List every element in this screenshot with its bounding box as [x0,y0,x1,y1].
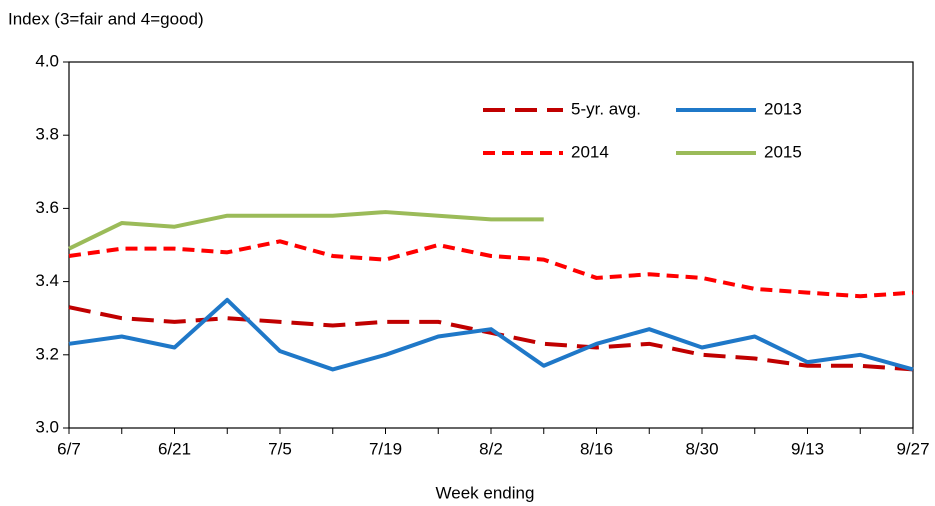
y-tick-label: 3.0 [35,417,59,436]
y-tick-label: 3.6 [35,198,59,217]
line-series [68,210,544,251]
y-tick-label: 3.2 [35,344,59,363]
x-tick-label: 8/30 [685,439,718,458]
legend-label: 5-yr. avg. [571,99,641,118]
x-tick-label: 6/7 [57,439,81,458]
legend-label: 2015 [764,142,802,161]
line-series [68,297,914,372]
x-tick-label: 7/5 [268,439,292,458]
legend-label: 2014 [571,142,609,161]
legend-label: 2013 [764,99,802,118]
x-tick-label: 9/13 [791,439,824,458]
line-series [68,239,914,299]
y-tick-label: 4.0 [35,51,59,70]
x-tick-label: 8/2 [479,439,503,458]
y-tick-label: 3.8 [35,125,59,144]
y-axis-label: Index (3=fair and 4=good) [8,9,204,28]
line-series [68,305,914,372]
x-axis-label: Week ending [436,483,535,502]
x-tick-label: 6/21 [158,439,191,458]
x-tick-label: 8/16 [580,439,613,458]
x-tick-label: 9/27 [896,439,929,458]
y-tick-label: 3.4 [35,271,59,290]
x-tick-label: 7/19 [369,439,402,458]
